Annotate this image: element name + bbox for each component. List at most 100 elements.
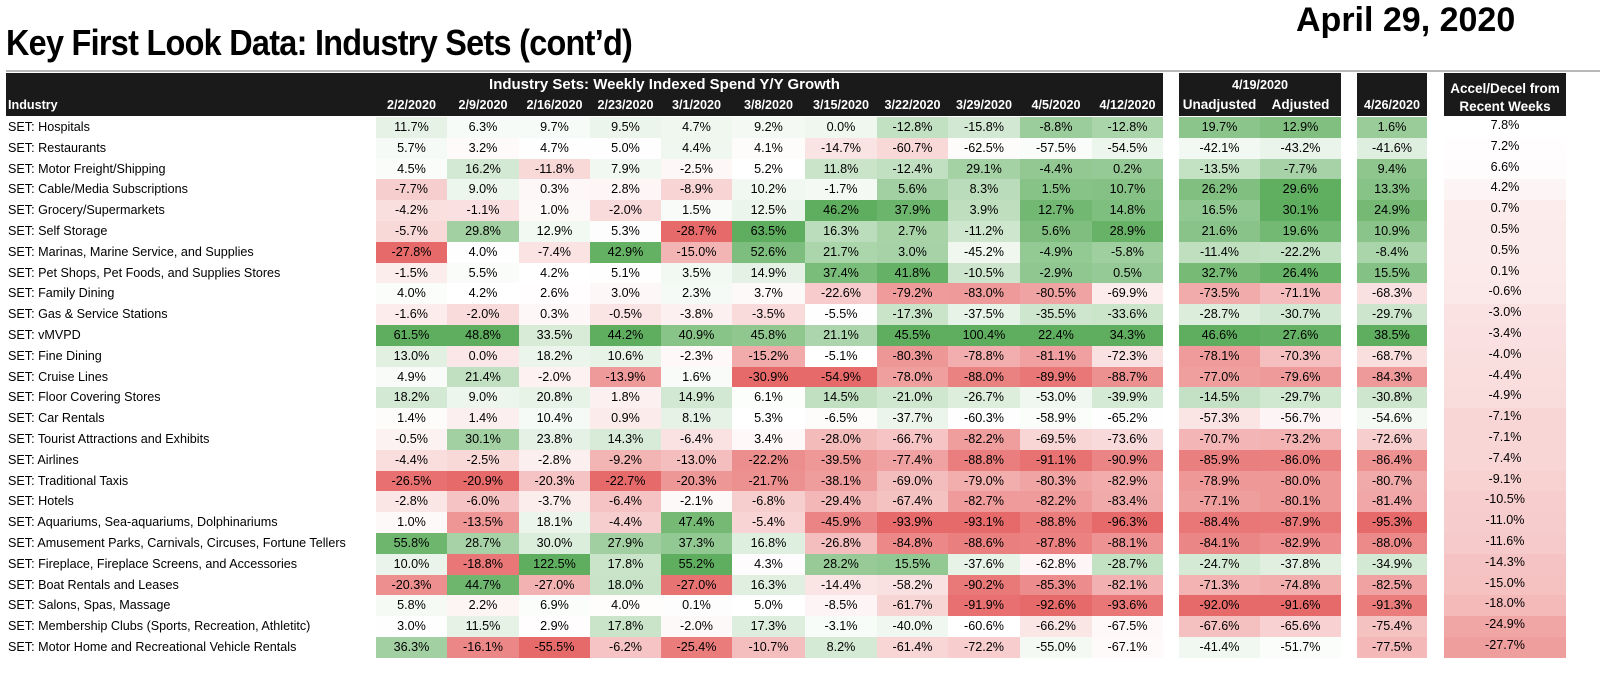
weekly-growth-cell: -2.5% <box>447 450 519 471</box>
week-419-header-block <box>1179 73 1341 116</box>
weekly-growth-cell: -11.8% <box>519 159 590 179</box>
weekly-growth-cell: 0.3% <box>519 179 590 200</box>
latest-week-cell: -68.3% <box>1357 283 1427 304</box>
latest-week-cell: -84.3% <box>1357 367 1427 387</box>
unadjusted-cell: -84.1% <box>1179 533 1260 554</box>
unadjusted-cell: -71.3% <box>1179 575 1260 595</box>
weekly-growth-cell: -7.4% <box>519 242 590 263</box>
weekly-growth-cell: 41.8% <box>877 263 948 283</box>
unadjusted-cell: -42.1% <box>1179 138 1260 159</box>
weekly-growth-cell: 17.8% <box>590 616 661 637</box>
weekly-growth-cell: 13.0% <box>376 346 447 367</box>
weekly-growth-cell: -5.8% <box>1092 242 1163 263</box>
weekly-growth-cell: -60.6% <box>948 616 1020 637</box>
weekly-growth-cell: 10.7% <box>1092 179 1163 200</box>
weekly-growth-cell: -77.4% <box>877 450 948 471</box>
adjusted-cell: 26.4% <box>1260 263 1341 283</box>
weekly-growth-cell: -11.2% <box>948 221 1020 242</box>
weekly-growth-cell: -10.5% <box>948 263 1020 283</box>
weekly-growth-cell: -6.4% <box>661 429 732 450</box>
weekly-growth-cell: -54.5% <box>1092 138 1163 159</box>
main-header-title: Industry Sets: Weekly Indexed Spend Y/Y … <box>489 76 840 93</box>
weekly-growth-cell: -67.5% <box>1092 616 1163 637</box>
weekly-growth-cell: 5.3% <box>590 221 661 242</box>
weekly-growth-cell: 18.0% <box>590 575 661 595</box>
accel-decel-cell: -11.6% <box>1444 533 1566 554</box>
weekly-growth-cell: -33.6% <box>1092 304 1163 325</box>
weekly-growth-cell: 3.0% <box>590 283 661 304</box>
weekly-growth-cell: -4.4% <box>1020 159 1092 179</box>
weekly-growth-cell: -3.1% <box>805 616 877 637</box>
weekly-growth-cell: -2.0% <box>519 367 590 387</box>
weekly-growth-cell: -67.1% <box>1092 637 1163 658</box>
weekly-growth-cell: 44.2% <box>590 325 661 346</box>
week-header: 2/16/2020 <box>526 98 583 112</box>
weekly-growth-cell: -93.6% <box>1092 595 1163 616</box>
weekly-growth-cell: 33.5% <box>519 325 590 346</box>
weekly-growth-cell: -39.5% <box>805 450 877 471</box>
weekly-growth-cell: -40.0% <box>877 616 948 637</box>
weekly-growth-cell: 18.2% <box>376 387 447 408</box>
weekly-growth-cell: 28.2% <box>805 554 877 575</box>
latest-week-cell: 13.3% <box>1357 179 1427 200</box>
weekly-growth-cell: -27.0% <box>519 575 590 595</box>
weekly-growth-cell: 5.7% <box>376 138 447 159</box>
industry-label: SET: Self Storage <box>8 224 108 238</box>
weekly-growth-cell: 0.9% <box>590 408 661 429</box>
weekly-growth-cell: -1.5% <box>376 263 447 283</box>
latest-week-cell: -80.7% <box>1357 471 1427 491</box>
adjusted-cell: -22.2% <box>1260 242 1341 263</box>
weekly-growth-cell: -14.7% <box>805 138 877 159</box>
weekly-growth-cell: 14.9% <box>661 387 732 408</box>
weekly-growth-cell: -1.1% <box>447 200 519 221</box>
industry-label: SET: Car Rentals <box>8 411 105 425</box>
weekly-growth-cell: 2.6% <box>519 283 590 304</box>
weekly-growth-cell: 8.3% <box>948 179 1020 200</box>
accel-decel-cell: -7.1% <box>1444 408 1566 429</box>
weekly-growth-cell: -45.9% <box>805 512 877 533</box>
weekly-growth-cell: 4.3% <box>732 554 805 575</box>
weekly-growth-cell: 52.6% <box>732 242 805 263</box>
accel-decel-cell: -4.4% <box>1444 367 1566 387</box>
weekly-growth-cell: -2.5% <box>661 159 732 179</box>
adjusted-cell: -73.2% <box>1260 429 1341 450</box>
weekly-growth-cell: 2.8% <box>590 179 661 200</box>
weekly-growth-cell: 14.8% <box>1092 200 1163 221</box>
weekly-growth-cell: -15.0% <box>661 242 732 263</box>
weekly-growth-cell: -88.7% <box>1092 367 1163 387</box>
weekly-growth-cell: -62.5% <box>948 138 1020 159</box>
weekly-growth-cell: -91.1% <box>1020 450 1092 471</box>
latest-week-cell: -30.8% <box>1357 387 1427 408</box>
weekly-growth-cell: 6.9% <box>519 595 590 616</box>
weekly-growth-cell: 1.8% <box>590 387 661 408</box>
industry-label: SET: Traditional Taxis <box>8 474 129 488</box>
unadjusted-cell: -73.5% <box>1179 283 1260 304</box>
row-header-label: Industry <box>8 98 58 112</box>
weekly-growth-cell: -60.3% <box>948 408 1020 429</box>
weekly-growth-cell: -35.5% <box>1020 304 1092 325</box>
latest-week-cell: -82.5% <box>1357 575 1427 595</box>
adjusted-cell: 30.1% <box>1260 200 1341 221</box>
latest-week-cell: 1.6% <box>1357 117 1427 138</box>
accel-decel-cell: -0.6% <box>1444 283 1566 304</box>
weekly-growth-cell: -84.8% <box>877 533 948 554</box>
weekly-growth-cell: -16.1% <box>447 637 519 658</box>
weekly-growth-cell: 3.7% <box>732 283 805 304</box>
weekly-growth-cell: -87.8% <box>1020 533 1092 554</box>
adjusted-cell: -79.6% <box>1260 367 1341 387</box>
adjusted-cell: -71.1% <box>1260 283 1341 304</box>
weekly-growth-cell: -5.7% <box>376 221 447 242</box>
week-419-header: 4/19/2020 <box>1231 78 1289 92</box>
latest-week-cell: 24.9% <box>1357 200 1427 221</box>
weekly-growth-cell: -80.3% <box>877 346 948 367</box>
industry-label: SET: Hospitals <box>8 120 90 134</box>
weekly-growth-cell: -89.9% <box>1020 367 1092 387</box>
accel-header-line: Accel/Decel from <box>1450 81 1560 96</box>
weekly-growth-cell: -8.9% <box>661 179 732 200</box>
weekly-growth-cell: -69.0% <box>877 471 948 491</box>
unadjusted-cell: 26.2% <box>1179 179 1260 200</box>
weekly-growth-cell: 30.1% <box>447 429 519 450</box>
weekly-growth-cell: 4.0% <box>447 242 519 263</box>
weekly-growth-cell: 18.2% <box>519 346 590 367</box>
weekly-growth-cell: -25.4% <box>661 637 732 658</box>
